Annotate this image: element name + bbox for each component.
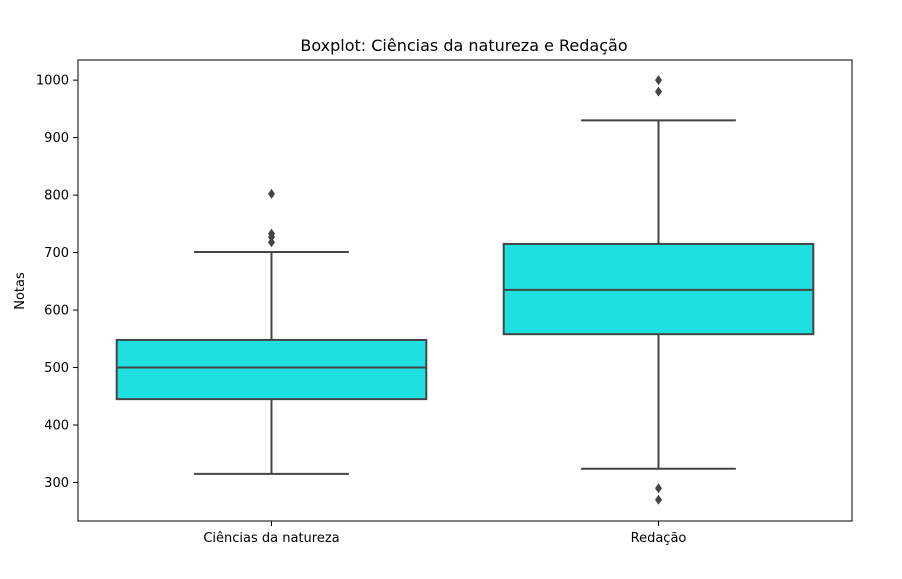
outlier-point xyxy=(268,188,275,199)
y-tick-label: 800 xyxy=(44,189,69,204)
y-tick-label: 300 xyxy=(44,476,69,491)
outlier-point xyxy=(655,75,662,86)
outlier-point xyxy=(268,228,275,239)
outlier-point xyxy=(268,237,275,248)
x-tick-label: Redação xyxy=(631,531,687,546)
y-tick-label: 600 xyxy=(44,304,69,319)
y-tick-label: 500 xyxy=(44,361,69,376)
y-tick-label: 1000 xyxy=(36,74,69,89)
chart-title: Boxplot: Ciências da natureza e Redação xyxy=(300,36,627,55)
outlier-point xyxy=(655,494,662,505)
plot-area: 300 400 500 600 700 800 900 1000 Ciências da nat… xyxy=(36,59,853,546)
x-tick-label: Ciências da natureza xyxy=(203,531,339,546)
y-tick-label: 900 xyxy=(44,131,69,146)
outlier-point xyxy=(655,86,662,97)
y-axis-label: Notas xyxy=(13,272,28,310)
box-iqr xyxy=(115,338,428,401)
y-tick-label: 400 xyxy=(44,419,69,434)
y-tick-label: 700 xyxy=(44,246,69,261)
outlier-point xyxy=(655,483,662,494)
plot-frame xyxy=(77,59,853,522)
